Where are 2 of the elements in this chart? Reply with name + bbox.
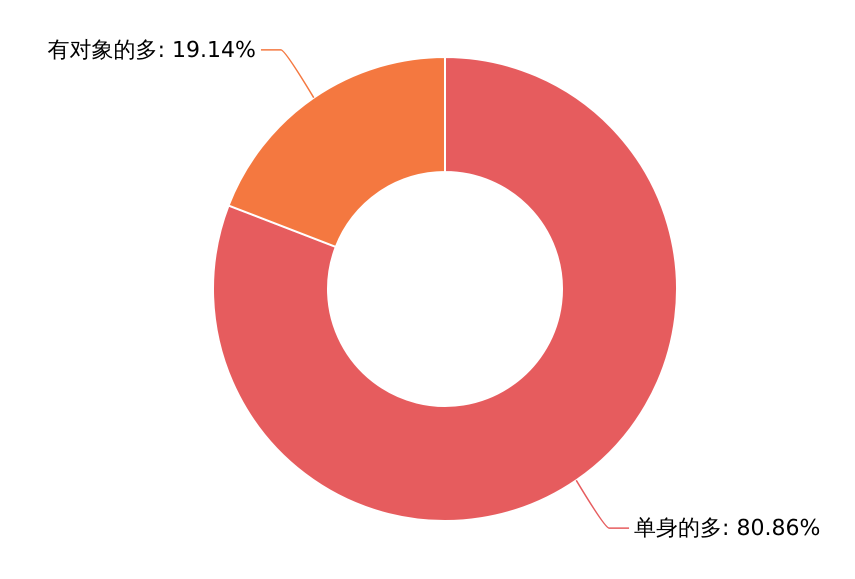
slice-label: 单身的多: 80.86% bbox=[634, 516, 820, 542]
slice-label: 有对象的多: 19.14% bbox=[48, 38, 256, 63]
